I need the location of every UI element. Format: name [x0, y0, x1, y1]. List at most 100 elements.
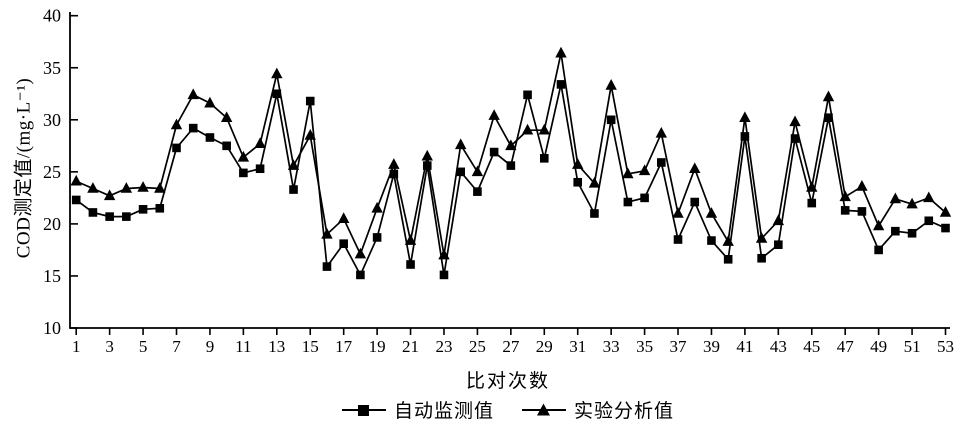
data-point-triangle	[404, 234, 417, 245]
data-point-square	[188, 123, 198, 133]
data-point-triangle	[103, 189, 116, 201]
data-point-square	[774, 240, 783, 250]
data-point-square	[690, 197, 700, 207]
x-tick-label: 27	[502, 337, 520, 356]
x-tick-label: 43	[770, 337, 787, 356]
data-point-triangle	[906, 197, 918, 209]
x-tick-label: 9	[206, 337, 215, 356]
data-point-triangle	[655, 126, 668, 138]
data-point-square	[506, 161, 516, 170]
x-tick-label: 7	[172, 337, 181, 356]
x-tick-label: 17	[335, 337, 353, 356]
data-point-triangle	[588, 176, 601, 188]
data-point-triangle	[872, 219, 885, 231]
legend-label-lab: 实验分析值	[574, 401, 675, 422]
data-point-square	[891, 226, 900, 236]
data-point-triangle	[321, 227, 333, 239]
data-point-square	[356, 270, 365, 280]
data-point-square	[272, 89, 282, 99]
x-tick-label: 11	[235, 337, 251, 356]
data-point-triangle	[555, 46, 567, 58]
data-point-triangle	[538, 123, 550, 135]
x-tick-label: 53	[937, 337, 954, 356]
data-point-square	[740, 132, 750, 141]
x-tick-label: 31	[569, 337, 586, 356]
data-point-square	[339, 239, 348, 248]
data-point-triangle	[939, 206, 952, 217]
x-tick-label: 29	[536, 337, 553, 356]
triangle-marker-icon	[522, 403, 566, 415]
data-point-triangle	[154, 182, 166, 193]
x-tick-label: 51	[904, 337, 921, 356]
data-point-triangle	[237, 150, 250, 162]
x-tick-label: 19	[369, 337, 386, 356]
data-point-triangle	[454, 138, 467, 150]
data-point-triangle	[739, 111, 751, 123]
series-auto	[71, 80, 950, 280]
data-point-triangle	[137, 181, 149, 192]
data-point-triangle	[689, 162, 701, 174]
data-point-square	[590, 209, 599, 218]
x-tick-label: 23	[435, 337, 452, 356]
data-point-square	[857, 207, 867, 216]
data-point-square	[657, 158, 666, 167]
series-lab	[70, 46, 952, 260]
data-point-triangle	[722, 235, 734, 246]
data-point-square	[172, 143, 181, 153]
legend: 自动监测值 实验分析值	[341, 396, 674, 423]
data-point-triangle	[923, 191, 935, 203]
data-point-square	[874, 245, 883, 255]
data-point-triangle	[505, 139, 517, 151]
data-point-square	[155, 203, 165, 213]
data-point-square	[941, 223, 950, 233]
data-point-square	[673, 235, 683, 244]
data-point-square	[138, 205, 148, 214]
data-point-square	[322, 262, 332, 271]
data-point-square	[707, 236, 716, 245]
square-marker-icon	[341, 404, 386, 416]
x-axis-title: 比对次数	[465, 371, 551, 392]
y-axis-ticks: 10 15 20 25 30 35 40	[43, 6, 78, 338]
data-point-square	[790, 134, 800, 143]
x-tick-label: 21	[402, 337, 419, 356]
data-point-triangle	[70, 174, 82, 186]
x-tick-label: 5	[139, 337, 148, 356]
data-point-triangle	[220, 111, 233, 123]
x-tick-label: 3	[105, 337, 114, 356]
data-point-square	[205, 133, 215, 142]
y-tick-label: 10	[43, 318, 61, 338]
data-point-square	[122, 212, 131, 221]
data-point-square	[807, 198, 817, 208]
data-point-triangle	[337, 212, 350, 223]
data-point-triangle	[672, 207, 684, 218]
data-point-triangle	[839, 190, 851, 202]
data-point-square	[606, 115, 616, 125]
y-tick-label: 40	[43, 6, 61, 26]
data-point-square	[824, 113, 833, 123]
data-point-square	[88, 208, 98, 217]
data-point-triangle	[822, 90, 835, 102]
data-point-square	[489, 147, 499, 157]
y-axis-title: COD测定值/(mg·L⁻¹)	[13, 77, 35, 259]
x-tick-label: 39	[703, 337, 720, 356]
x-tick-label: 1	[72, 337, 81, 356]
data-point-triangle	[789, 115, 801, 127]
data-point-triangle	[638, 164, 651, 176]
x-tick-label: 47	[837, 337, 855, 356]
legend-label-auto: 自动监测值	[393, 401, 494, 422]
data-point-square	[222, 141, 231, 151]
x-tick-label: 49	[870, 337, 887, 356]
y-tick-label: 15	[43, 266, 61, 286]
data-point-triangle	[388, 158, 400, 169]
data-point-triangle	[605, 79, 617, 90]
data-point-triangle	[421, 149, 433, 161]
data-point-square	[723, 254, 733, 264]
data-point-square	[389, 169, 399, 179]
data-point-triangle	[287, 159, 300, 170]
data-point-triangle	[622, 167, 634, 179]
data-point-triangle	[755, 232, 768, 243]
data-point-square	[539, 154, 549, 163]
legend-item-lab: 实验分析值	[522, 396, 674, 423]
